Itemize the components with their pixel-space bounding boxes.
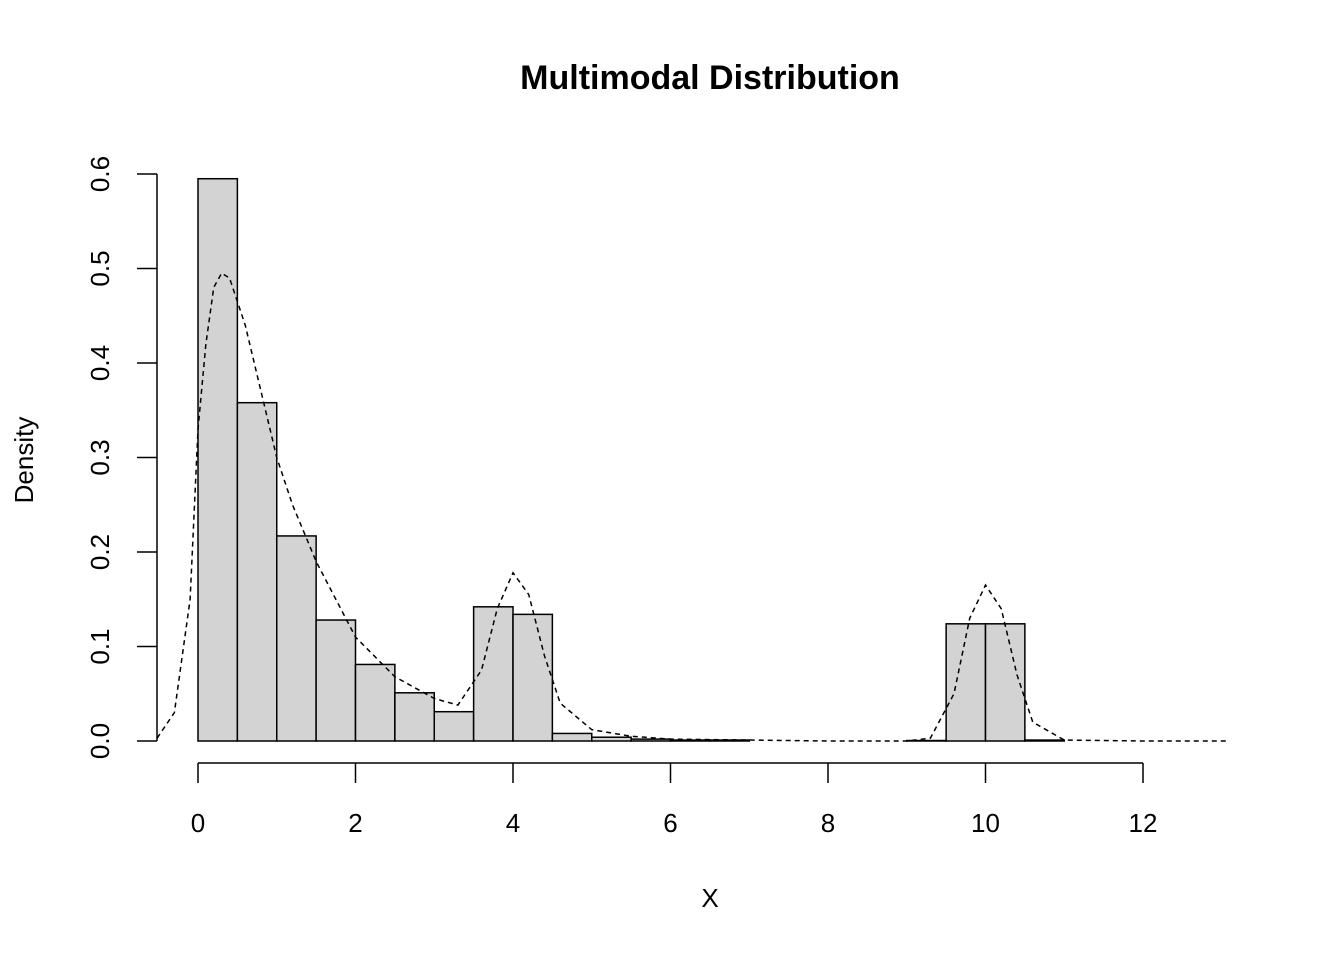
bar	[551, 732, 593, 742]
y-tick-label: 0.2	[85, 534, 115, 570]
chart-title: Multimodal Distribution	[520, 59, 900, 97]
y-tick-label: 0.4	[85, 345, 115, 381]
y-tick-label: 0.6	[85, 156, 115, 192]
x-tick-label: 12	[1129, 808, 1158, 838]
x-tick-label: 0	[191, 808, 205, 838]
density-line	[156, 272, 1230, 742]
bar	[354, 663, 396, 742]
y-tick-label: 0.0	[85, 723, 115, 759]
bar	[276, 535, 317, 742]
bar	[512, 613, 554, 742]
bar	[945, 623, 987, 742]
x-tick-label: 2	[348, 808, 362, 838]
bar	[197, 177, 239, 742]
x-tick-label: 4	[506, 808, 520, 838]
y-tick-label: 0.1	[85, 628, 115, 664]
bar	[709, 739, 750, 742]
bar	[394, 692, 435, 742]
bar	[1024, 739, 1065, 742]
bar	[669, 739, 711, 742]
y-tick-label: 0.3	[85, 439, 115, 475]
bar	[315, 619, 357, 742]
y-tick-label: 0.5	[85, 250, 115, 286]
x-axis-label: X	[701, 883, 718, 913]
bar	[472, 606, 514, 742]
bar	[984, 623, 1026, 742]
bar	[433, 710, 475, 742]
x-tick-label: 6	[663, 808, 677, 838]
x-tick-label: 8	[821, 808, 835, 838]
bar	[236, 401, 278, 742]
y-axis-label: Density	[9, 417, 39, 504]
x-tick-label: 10	[971, 808, 1000, 838]
bar	[591, 736, 632, 742]
